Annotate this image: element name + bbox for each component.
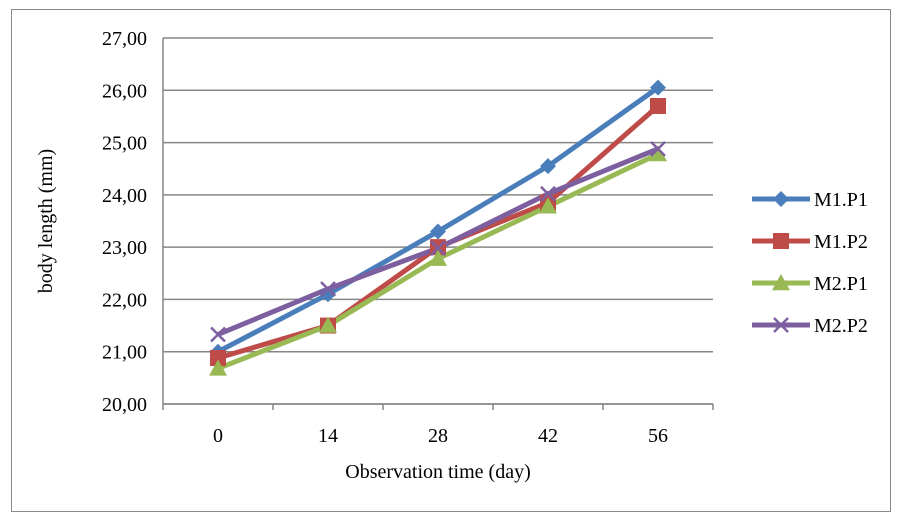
y-tick-labels: 20,00 21,00 22,00 23,00 24,00 25,00 26,00 27,00 xyxy=(102,28,147,416)
series-markers xyxy=(209,79,667,376)
legend-label: M2.P1 xyxy=(814,273,868,295)
data-point-m2-p2 xyxy=(430,240,446,257)
x-tick-label: 42 xyxy=(538,425,558,447)
data-point-m2-p1 xyxy=(429,249,447,266)
chart-frame xyxy=(11,9,891,512)
y-tick-label: 26,00 xyxy=(102,80,147,102)
legend-label: M1.P1 xyxy=(814,189,868,211)
data-point-m2-p1 xyxy=(209,359,227,376)
x-tick-label: 0 xyxy=(213,425,223,447)
data-point-m1-p1 xyxy=(320,286,336,303)
x-tick-label: 56 xyxy=(648,425,668,447)
series-line-m1-p1 xyxy=(216,85,660,354)
data-point-m1-p1 xyxy=(650,79,666,96)
legend-marker xyxy=(773,233,789,249)
y-tick-label: 24,00 xyxy=(102,185,147,207)
legend: M1.P1 M1.P2 M2.P1 M2.P2 xyxy=(752,189,868,337)
x-tick-label: 14 xyxy=(318,425,338,447)
data-point-m2-p2 xyxy=(320,281,336,297)
x-tick-labels: 0 14 28 42 56 xyxy=(213,425,668,447)
y-axis-title: body length (mm) xyxy=(35,149,57,293)
x-axis-title: Observation time (day) xyxy=(345,461,531,483)
data-point-m2-p1 xyxy=(649,145,667,162)
y-tick-label: 23,00 xyxy=(102,237,147,259)
legend-marker xyxy=(772,274,790,291)
x-tick-label: 28 xyxy=(428,425,448,447)
axes xyxy=(162,38,714,410)
y-tick-label: 21,00 xyxy=(102,342,147,364)
data-point-m1-p2 xyxy=(210,349,226,366)
y-tick-label: 20,00 xyxy=(102,394,147,416)
data-point-m1-p1 xyxy=(430,223,446,240)
data-point-m2-p2 xyxy=(540,185,556,202)
data-point-m2-p2 xyxy=(650,140,666,157)
data-point-m2-p2 xyxy=(210,326,226,343)
data-point-m2-p1 xyxy=(539,197,557,214)
y-tick-label: 22,00 xyxy=(102,289,147,311)
y-tick-label: 25,00 xyxy=(102,133,147,155)
legend-label: M1.P2 xyxy=(814,231,868,253)
data-point-m1-p2 xyxy=(650,97,666,114)
legend-item: M1.P1 xyxy=(752,189,868,211)
y-tick-label: 27,00 xyxy=(102,28,147,50)
legend-label: M2.P2 xyxy=(814,315,868,337)
legend-item: M2.P1 xyxy=(752,273,868,295)
legend-marker xyxy=(773,317,789,333)
data-point-m1-p1 xyxy=(540,158,556,175)
legend-item: M1.P2 xyxy=(752,231,868,253)
legend-marker xyxy=(773,191,789,207)
data-point-m2-p1 xyxy=(319,316,337,333)
legend-item: M2.P2 xyxy=(752,315,868,337)
